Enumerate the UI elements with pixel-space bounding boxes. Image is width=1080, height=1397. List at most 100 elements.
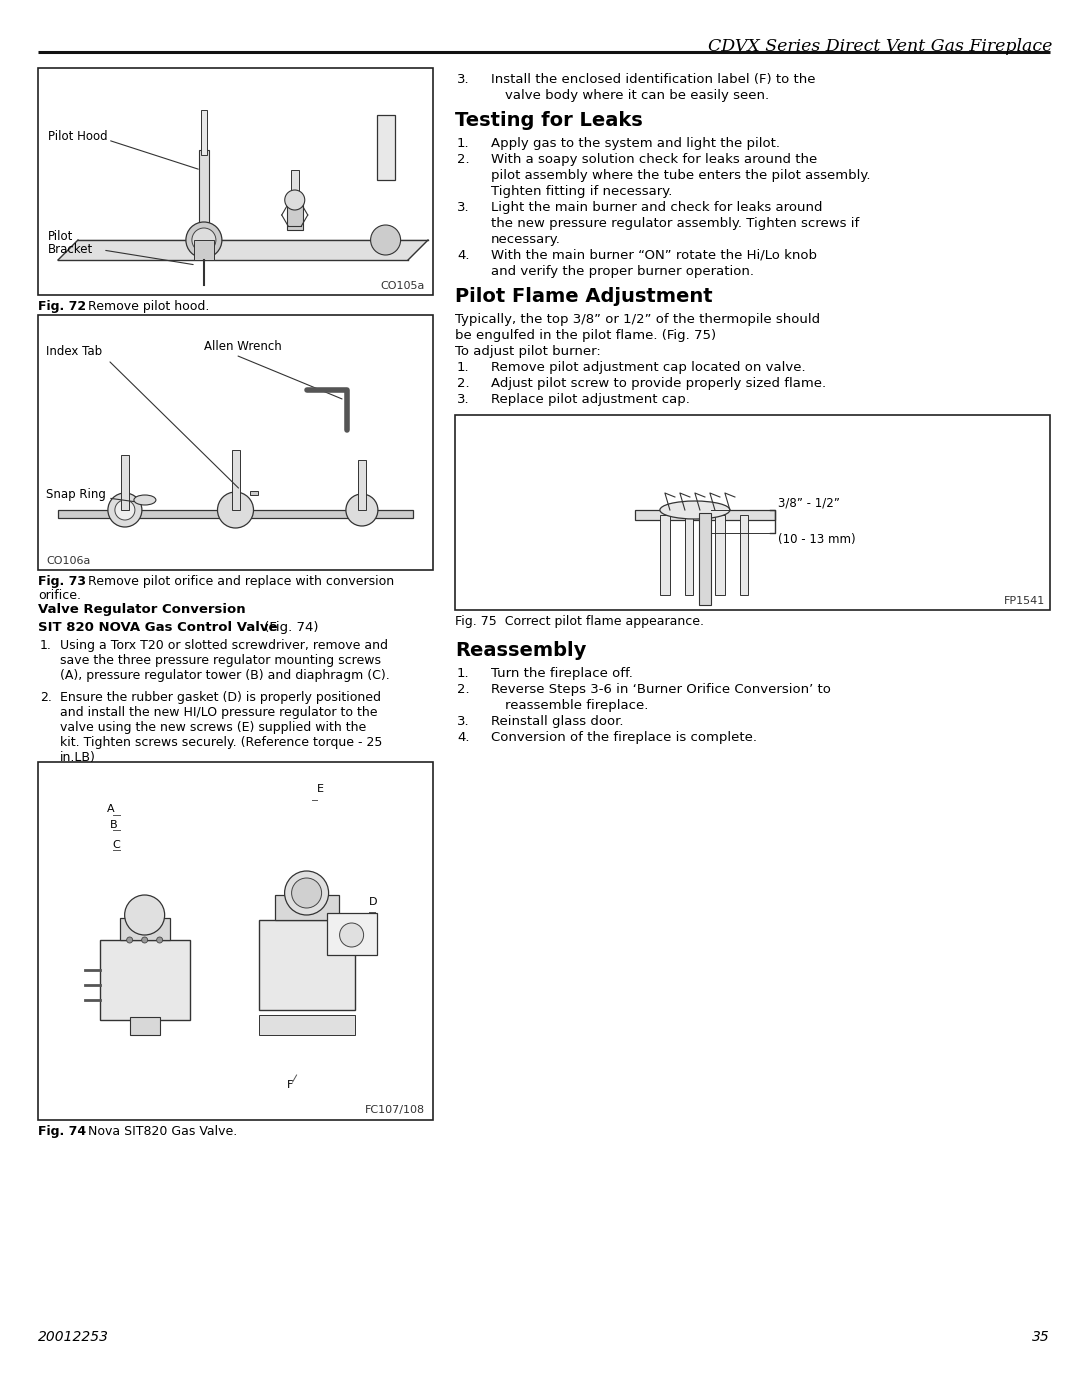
Text: C: C	[112, 840, 120, 849]
Text: Using a Torx T20 or slotted screwdriver, remove and: Using a Torx T20 or slotted screwdriver,…	[60, 638, 388, 652]
Circle shape	[339, 923, 364, 947]
Text: reassemble fireplace.: reassemble fireplace.	[505, 698, 648, 712]
Text: 1.: 1.	[40, 638, 52, 652]
Text: 2.: 2.	[40, 692, 52, 704]
Text: and verify the proper burner operation.: and verify the proper burner operation.	[491, 265, 754, 278]
Text: Replace pilot adjustment cap.: Replace pilot adjustment cap.	[491, 393, 690, 407]
Text: orifice.: orifice.	[38, 590, 81, 602]
Bar	[715, 515, 725, 595]
Bar	[130, 1017, 160, 1035]
Text: Tighten fitting if necessary.: Tighten fitting if necessary.	[491, 184, 673, 198]
Text: Pilot Hood: Pilot Hood	[48, 130, 108, 142]
Bar	[120, 918, 170, 940]
Bar	[635, 510, 775, 520]
Text: (A), pressure regulator tower (B) and diaphragm (C).: (A), pressure regulator tower (B) and di…	[60, 669, 390, 682]
Bar	[660, 515, 670, 595]
Text: kit. Tighten screws securely. (Reference torque - 25: kit. Tighten screws securely. (Reference…	[60, 736, 382, 749]
Text: Pilot: Pilot	[48, 231, 73, 243]
Text: Fig. 74: Fig. 74	[38, 1125, 86, 1139]
Bar	[249, 490, 257, 495]
Bar	[357, 460, 366, 510]
Text: Valve Regulator Conversion: Valve Regulator Conversion	[38, 604, 245, 616]
Circle shape	[124, 895, 164, 935]
Text: CO106a: CO106a	[46, 556, 91, 566]
Text: Reassembly: Reassembly	[455, 641, 586, 659]
Circle shape	[186, 222, 221, 258]
Text: CDVX Series Direct Vent Gas Fireplace: CDVX Series Direct Vent Gas Fireplace	[707, 38, 1052, 54]
Text: 3.: 3.	[457, 201, 470, 214]
Text: Fig. 72: Fig. 72	[38, 300, 86, 313]
Ellipse shape	[660, 502, 730, 520]
Text: CO105a: CO105a	[380, 281, 426, 291]
Bar	[274, 895, 339, 921]
Text: (10 - 13 mm): (10 - 13 mm)	[778, 534, 855, 546]
Text: E: E	[316, 784, 324, 793]
Text: FC107/108: FC107/108	[365, 1105, 426, 1115]
Text: 3.: 3.	[457, 73, 470, 87]
Text: valve using the new screws (E) supplied with the: valve using the new screws (E) supplied …	[60, 721, 366, 733]
Text: 20012253: 20012253	[38, 1330, 109, 1344]
Text: Typically, the top 3/8” or 1/2” of the thermopile should: Typically, the top 3/8” or 1/2” of the t…	[455, 313, 820, 326]
Circle shape	[217, 492, 254, 528]
Bar	[740, 515, 747, 595]
Text: F: F	[286, 1080, 293, 1090]
Text: Remove pilot adjustment cap located on valve.: Remove pilot adjustment cap located on v…	[491, 360, 806, 374]
Circle shape	[370, 225, 401, 256]
Text: SIT 820 NOVA Gas Control Valve: SIT 820 NOVA Gas Control Valve	[38, 622, 278, 634]
Text: 3/8” - 1/2”: 3/8” - 1/2”	[778, 497, 840, 510]
Text: necessary.: necessary.	[491, 233, 561, 246]
Bar	[121, 455, 129, 510]
Text: valve body where it can be easily seen.: valve body where it can be easily seen.	[505, 89, 769, 102]
Circle shape	[346, 495, 378, 527]
Polygon shape	[58, 240, 428, 260]
Bar	[194, 240, 214, 260]
Text: B: B	[110, 820, 118, 830]
Text: Light the main burner and check for leaks around: Light the main burner and check for leak…	[491, 201, 823, 214]
Text: 3.: 3.	[457, 715, 470, 728]
Text: With a soapy solution check for leaks around the: With a soapy solution check for leaks ar…	[491, 154, 818, 166]
Text: Reinstall glass door.: Reinstall glass door.	[491, 715, 623, 728]
Text: and install the new HI/LO pressure regulator to the: and install the new HI/LO pressure regul…	[60, 705, 378, 719]
Text: Fig. 73: Fig. 73	[38, 576, 86, 588]
Text: Snap Ring: Snap Ring	[46, 488, 106, 502]
Text: Reverse Steps 3-6 in ‘Burner Orifice Conversion’ to: Reverse Steps 3-6 in ‘Burner Orifice Con…	[491, 683, 831, 696]
Text: 1.: 1.	[457, 360, 470, 374]
Circle shape	[126, 937, 133, 943]
Text: A: A	[107, 805, 114, 814]
Bar	[685, 515, 693, 595]
Bar	[258, 921, 354, 1010]
Text: Index Tab: Index Tab	[46, 345, 103, 358]
Circle shape	[108, 493, 141, 527]
Text: save the three pressure regulator mounting screws: save the three pressure regulator mounti…	[60, 654, 381, 666]
Bar	[377, 115, 394, 180]
Text: FP1541: FP1541	[1003, 597, 1045, 606]
Text: Adjust pilot screw to provide properly sized flame.: Adjust pilot screw to provide properly s…	[491, 377, 826, 390]
Circle shape	[114, 500, 135, 520]
Circle shape	[292, 877, 322, 908]
Bar	[287, 200, 302, 231]
Text: in.LB): in.LB)	[60, 752, 96, 764]
Text: Allen Wrench: Allen Wrench	[204, 339, 282, 353]
Text: Turn the fireplace off.: Turn the fireplace off.	[491, 666, 633, 680]
Text: Remove pilot hood.: Remove pilot hood.	[80, 300, 210, 313]
Text: Pilot Flame Adjustment: Pilot Flame Adjustment	[455, 286, 713, 306]
Text: Bracket: Bracket	[48, 243, 93, 256]
Text: 2.: 2.	[457, 377, 470, 390]
Bar	[231, 450, 240, 510]
Text: Nova SIT820 Gas Valve.: Nova SIT820 Gas Valve.	[80, 1125, 238, 1139]
Text: Install the enclosed identification label (F) to the: Install the enclosed identification labe…	[491, 73, 815, 87]
Circle shape	[157, 937, 163, 943]
Text: Conversion of the fireplace is complete.: Conversion of the fireplace is complete.	[491, 731, 757, 745]
Circle shape	[192, 228, 216, 251]
Text: 2.: 2.	[457, 154, 470, 166]
Text: (Fig. 74): (Fig. 74)	[260, 622, 319, 634]
Text: Fig. 75  Correct pilot flame appearance.: Fig. 75 Correct pilot flame appearance.	[455, 615, 704, 629]
Text: 3.: 3.	[457, 393, 470, 407]
Text: the new pressure regulator assembly. Tighten screws if: the new pressure regulator assembly. Tig…	[491, 217, 860, 231]
Bar	[455, 415, 1050, 610]
Bar	[99, 940, 190, 1020]
Text: D: D	[368, 897, 377, 907]
Text: 35: 35	[1032, 1330, 1050, 1344]
Bar	[38, 761, 433, 1120]
Text: 2.: 2.	[457, 683, 470, 696]
